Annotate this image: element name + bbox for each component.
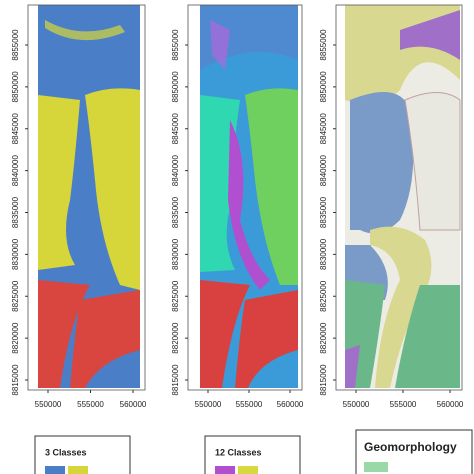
- y-tick-label: 8840000: [171, 155, 180, 187]
- y-tick-label: 8825000: [11, 280, 20, 312]
- x-tick-label: 560000: [437, 400, 464, 409]
- y-tick-label: 8850000: [171, 71, 180, 103]
- axes: 8815000 8820000 8825000 8830000 8835000 88400…: [11, 4, 464, 409]
- legend-swatch: [45, 466, 65, 474]
- legend-swatch: [238, 466, 258, 474]
- y-tick-label: 8855000: [11, 29, 20, 61]
- x-tick-label: 555000: [236, 400, 263, 409]
- y-tick-label: 8845000: [11, 113, 20, 145]
- y-tick-label: 8835000: [319, 196, 328, 228]
- x-tick-label: 550000: [343, 400, 370, 409]
- y-tick-label: 8855000: [171, 29, 180, 61]
- y-tick-label: 8815000: [11, 364, 20, 396]
- y-tick-label: 8815000: [319, 364, 328, 396]
- legend-swatch: [215, 466, 235, 474]
- x-tick-label: 560000: [277, 400, 304, 409]
- y-tick-label: 8815000: [171, 364, 180, 396]
- y-tick-label: 8845000: [319, 113, 328, 145]
- y-tick-label: 8850000: [11, 71, 20, 103]
- y-tick-label: 8835000: [171, 196, 180, 228]
- y-tick-label: 8855000: [319, 29, 328, 61]
- panel-frame: [335, 4, 463, 391]
- legend-title: Geomorphology: [364, 440, 457, 454]
- y-tick-label: 8830000: [171, 238, 180, 270]
- y-tick-label: 8830000: [319, 238, 328, 270]
- x-tick-label: 550000: [195, 400, 222, 409]
- x-tick-label: 560000: [120, 400, 147, 409]
- legend-title: 12 Classes: [215, 447, 262, 457]
- legend-swatch: [364, 462, 388, 472]
- y-tick-label: 8840000: [319, 155, 328, 187]
- y-tick-label: 8825000: [319, 280, 328, 312]
- y-tick-label: 8835000: [11, 196, 20, 228]
- x-tick-label: 555000: [390, 400, 417, 409]
- y-tick-label: 8820000: [319, 322, 328, 354]
- y-tick-label: 8840000: [11, 155, 20, 187]
- y-tick-label: 8850000: [319, 71, 328, 103]
- panel-frame: [187, 4, 303, 391]
- x-tick-label: 550000: [35, 400, 62, 409]
- y-tick-label: 8825000: [171, 280, 180, 312]
- y-tick-label: 8820000: [171, 322, 180, 354]
- map-3-classes: [38, 5, 140, 388]
- map-12-classes: [200, 5, 298, 388]
- legend-title: 3 Classes: [45, 447, 87, 457]
- panel-frame: [27, 4, 146, 391]
- y-tick-label: 8820000: [11, 322, 20, 354]
- x-tick-label: 555000: [77, 400, 104, 409]
- y-tick-label: 8830000: [11, 238, 20, 270]
- y-tick-label: 8845000: [171, 113, 180, 145]
- map-geomorphology: [345, 5, 461, 388]
- legend-swatch: [68, 466, 88, 474]
